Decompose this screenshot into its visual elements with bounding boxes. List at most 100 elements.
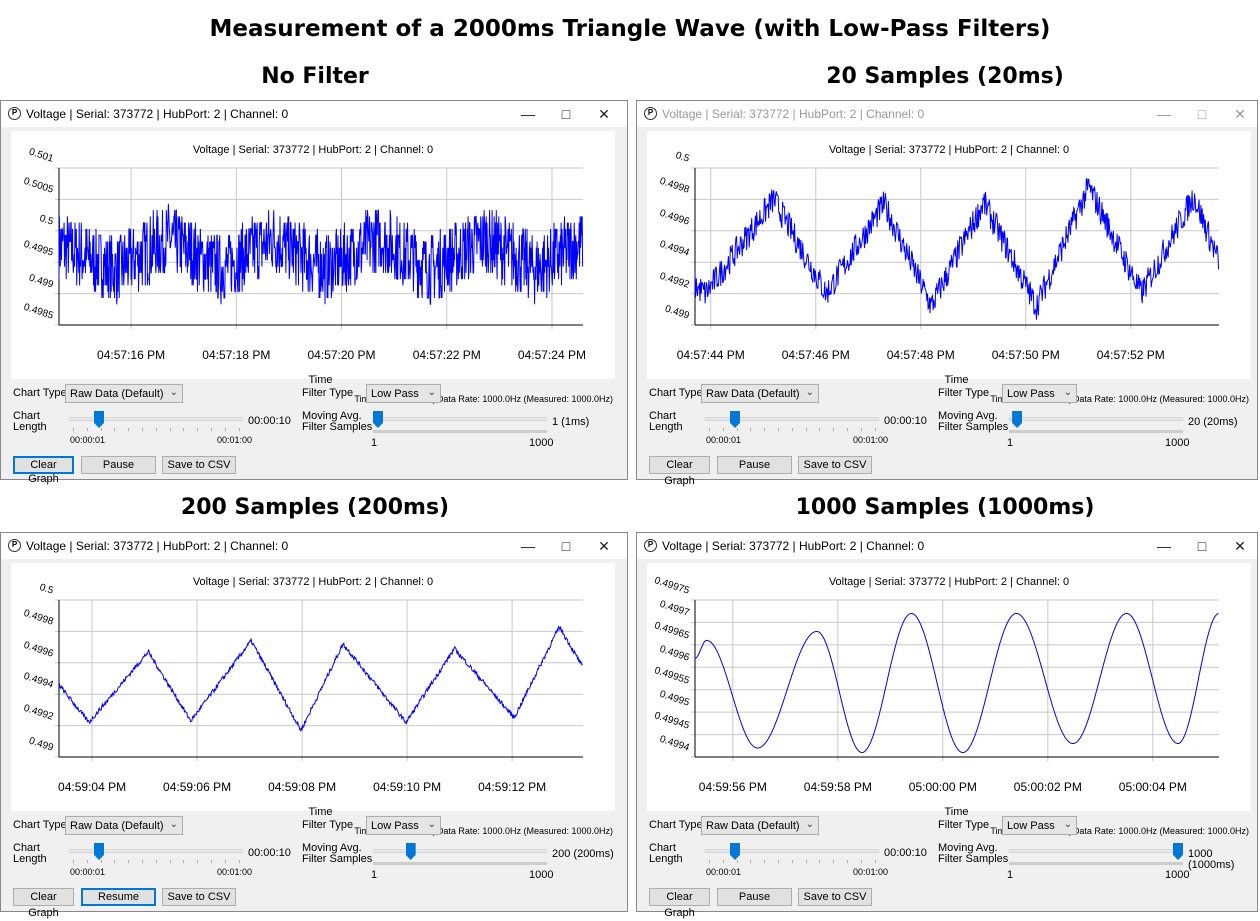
chevron-down-icon: ⌄ (805, 819, 814, 830)
minimize-icon[interactable]: — (521, 538, 535, 554)
title-bar[interactable]: P Voltage | Serial: 373772 | HubPort: 2 … (637, 533, 1257, 559)
slider-tick (736, 428, 738, 431)
maximize-icon[interactable]: □ (1197, 538, 1207, 554)
x-tick-label: 04:57:20 PM (307, 348, 376, 362)
voltage-series-line (58, 203, 584, 305)
title-bar[interactable]: P Voltage | Serial: 373772 | HubPort: 2 … (1, 533, 627, 559)
chevron-down-icon: ⌄ (169, 819, 178, 830)
slider-tick (197, 428, 199, 431)
slider-tick (736, 860, 738, 863)
chart-length-slider[interactable] (705, 417, 879, 421)
chart-length-max: 00:01:00 (853, 435, 889, 445)
minimize-icon[interactable]: — (521, 106, 535, 122)
save-to-csv-button[interactable]: Save to CSV (798, 456, 872, 474)
chart-length-max: 00:01:00 (217, 867, 253, 877)
maximize-icon[interactable]: □ (561, 538, 571, 554)
filter-type-select[interactable]: Low Pass ⌄ (1002, 384, 1077, 403)
filter-samples-max: 1000 (1165, 869, 1190, 881)
filter-type-select[interactable]: Low Pass ⌄ (366, 816, 441, 835)
pause-button[interactable]: Pause (717, 888, 792, 906)
pause-button[interactable]: Pause (81, 456, 156, 474)
chart-length-max: 00:01:00 (217, 435, 253, 445)
chart-length-slider-thumb[interactable] (730, 411, 741, 428)
close-icon[interactable]: ✕ (598, 538, 610, 554)
save-to-csv-button[interactable]: Save to CSV (798, 888, 872, 906)
filter-type-select[interactable]: Low Pass ⌄ (366, 384, 441, 403)
x-tick-label: 04:57:52 PM (1096, 348, 1165, 362)
x-tick-label: 04:57:44 PM (676, 348, 745, 362)
chart-length-slider-thumb[interactable] (94, 411, 105, 428)
filter-samples-value: 1000 (1000ms) (1188, 848, 1235, 871)
chart-length-slider[interactable] (705, 849, 879, 853)
maximize-icon[interactable]: □ (561, 106, 571, 122)
filter-samples-min: 1 (1007, 869, 1014, 881)
chart-length-slider-thumb[interactable] (730, 843, 741, 860)
chart-type-select[interactable]: Raw Data (Default) ⌄ (701, 816, 819, 835)
close-icon[interactable]: ✕ (1234, 538, 1246, 554)
slider-tick (874, 428, 876, 431)
maximize-icon[interactable]: □ (1197, 106, 1207, 122)
plot-area (691, 167, 1220, 329)
close-icon[interactable]: ✕ (1234, 106, 1246, 122)
slider-tick (86, 428, 88, 431)
data-rate-footnote: Time Base: Device | Data Rate: 1000.0Hz … (354, 394, 613, 404)
title-bar[interactable]: P Voltage | Serial: 373772 | HubPort: 2 … (1, 101, 627, 127)
x-tick-label: 04:59:08 PM (268, 780, 337, 794)
slider-tick (819, 860, 821, 863)
filter-samples-slider[interactable] (1009, 849, 1183, 853)
chart-length-slider[interactable] (69, 417, 243, 421)
filter-samples-value: 200 (200ms) (552, 848, 614, 860)
filter-type-label: Filter Type (302, 387, 354, 399)
chart-length-min: 00:00:01 (70, 867, 106, 877)
slider-tick (114, 860, 116, 863)
slider-tick (847, 860, 848, 863)
clear-graph-button[interactable]: Clear Graph (649, 888, 710, 919)
slider-tick (819, 428, 821, 431)
slider-tick (183, 428, 185, 431)
clear-graph-button[interactable]: Clear Graph (13, 888, 74, 919)
chart-type-select[interactable]: Raw Data (Default) ⌄ (65, 816, 183, 835)
pause-button[interactable]: Pause (717, 456, 792, 474)
filter-samples-slider-thumb[interactable] (1173, 843, 1183, 860)
chart-type-select[interactable]: Raw Data (Default) ⌄ (65, 384, 183, 403)
clear-graph-button[interactable]: Clear Graph (649, 456, 710, 487)
filter-samples-slider-thumb[interactable] (405, 843, 416, 860)
minimize-icon[interactable]: — (1157, 106, 1171, 122)
slider-tick (833, 860, 835, 863)
x-tick-label: 04:59:12 PM (478, 780, 547, 794)
plot-area (55, 167, 584, 329)
save-to-csv-button[interactable]: Save to CSV (162, 888, 236, 906)
save-to-csv-button[interactable]: Save to CSV (162, 456, 236, 474)
filter-samples-slider[interactable] (373, 849, 547, 853)
x-tick-label: 04:59:56 PM (698, 780, 767, 794)
filter-samples-label: Moving Avg. Filter Samples (938, 410, 1009, 433)
panel-heading: 200 Samples (200ms) (180, 495, 450, 520)
chart-length-min: 00:00:01 (706, 435, 742, 445)
slider-tick (86, 860, 88, 863)
clear-graph-button[interactable]: Clear Graph (13, 456, 74, 485)
phidgets-logo-icon: P (644, 107, 657, 120)
chart-length-slider-thumb[interactable] (94, 843, 105, 860)
chart-type-select[interactable]: Raw Data (Default) ⌄ (701, 384, 819, 403)
slider-tick (183, 860, 185, 863)
filter-type-value: Low Pass (371, 820, 419, 832)
x-tick-label: 04:57:48 PM (886, 348, 955, 362)
close-icon[interactable]: ✕ (598, 106, 610, 122)
title-bar[interactable]: P Voltage | Serial: 373772 | HubPort: 2 … (637, 101, 1257, 127)
minimize-icon[interactable]: — (1157, 538, 1171, 554)
filter-samples-slider[interactable] (1009, 417, 1183, 421)
filter-samples-slider-thumb[interactable] (1012, 411, 1023, 428)
chart-type-value: Raw Data (Default) (706, 820, 800, 832)
chart-length-slider[interactable] (69, 849, 243, 853)
chart-length-value: 00:00:10 (884, 847, 927, 859)
filter-samples-slider[interactable] (373, 417, 547, 421)
window-title: Voltage | Serial: 373772 | HubPort: 2 | … (26, 539, 289, 553)
filter-samples-slider-thumb[interactable] (373, 411, 383, 428)
chart-type-label: Chart Type (13, 819, 67, 831)
pause-button[interactable]: Resume (81, 888, 156, 906)
filter-type-select[interactable]: Low Pass ⌄ (1002, 816, 1077, 835)
chart-length-max: 00:01:00 (853, 867, 889, 877)
slider-tick (197, 860, 199, 863)
slider-tick (73, 860, 74, 863)
slider-tick (778, 428, 779, 431)
